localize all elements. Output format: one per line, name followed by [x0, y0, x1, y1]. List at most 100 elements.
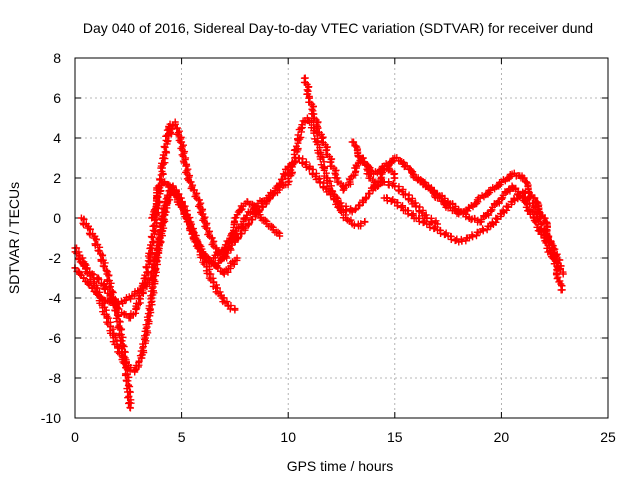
data-point [139, 340, 147, 348]
data-point [559, 270, 567, 278]
data-point [525, 207, 533, 215]
data-point [526, 210, 534, 218]
data-point [144, 268, 152, 276]
data-point [140, 275, 148, 283]
data-point [388, 158, 396, 166]
data-point [149, 238, 157, 246]
data-point [163, 138, 171, 146]
data-point [328, 155, 336, 163]
data-point [98, 252, 106, 260]
data-point [484, 190, 492, 198]
data-point [83, 265, 91, 273]
data-point [259, 203, 267, 211]
data-point [116, 318, 124, 326]
data-point [505, 174, 513, 182]
data-point [520, 174, 528, 182]
data-point [124, 399, 132, 407]
data-point [106, 283, 114, 291]
data-point [499, 207, 507, 215]
x-tick-labels: 0 5 10 15 20 25 [71, 429, 616, 445]
data-point [170, 189, 178, 197]
y-tick-label: 8 [53, 50, 61, 66]
data-point [90, 271, 98, 279]
data-point [122, 311, 130, 319]
data-point [122, 377, 130, 385]
data-point [494, 198, 502, 206]
data-point [365, 190, 373, 198]
data-point [84, 280, 92, 288]
series-sat-track-8 [231, 154, 441, 246]
data-point [171, 118, 179, 126]
data-point [361, 158, 369, 166]
data-point [274, 228, 282, 236]
data-point [291, 146, 299, 154]
data-point [268, 222, 276, 230]
data-point [489, 219, 497, 227]
data-point [337, 208, 345, 216]
data-point [483, 226, 491, 234]
data-point [306, 118, 314, 126]
data-point [505, 186, 513, 194]
series-sat-track-12 [412, 174, 567, 278]
data-point [126, 404, 134, 412]
data-point [95, 275, 103, 283]
data-point [350, 138, 358, 146]
data-point [159, 213, 167, 221]
data-point [233, 254, 241, 262]
y-tick-label: 2 [53, 170, 61, 186]
data-point [362, 193, 370, 201]
data-point [100, 262, 108, 270]
data-point [115, 305, 123, 313]
data-point [485, 211, 493, 219]
data-point [238, 230, 246, 238]
data-point [160, 224, 168, 232]
data-point [556, 277, 564, 285]
data-point [377, 166, 385, 174]
y-tick-label: -2 [49, 250, 62, 266]
x-tick-label: 0 [71, 429, 79, 445]
data-point [177, 144, 185, 152]
x-axis-label: GPS time / hours [287, 458, 394, 474]
data-point [117, 337, 125, 345]
data-point [169, 122, 177, 130]
data-point [165, 181, 173, 189]
data-point [391, 174, 399, 182]
data-point [483, 210, 491, 218]
data-point [220, 294, 228, 302]
data-point [135, 359, 143, 367]
data-point [313, 121, 321, 129]
y-tick-label: 0 [53, 210, 61, 226]
data-point [276, 232, 284, 240]
data-point [92, 236, 100, 244]
data-point [357, 220, 365, 228]
data-point [145, 302, 153, 310]
data-point [245, 219, 253, 227]
data-point [275, 179, 283, 187]
data-point [270, 190, 278, 198]
data-point [142, 321, 150, 329]
data-point [104, 314, 112, 322]
plot-frame [74, 57, 609, 419]
data-point [266, 193, 274, 201]
data-point [510, 196, 518, 204]
data-point [472, 232, 480, 240]
x-tick-label: 10 [280, 429, 296, 445]
data-point [156, 175, 164, 183]
data-point [93, 290, 101, 298]
data-point [537, 230, 545, 238]
data-point [152, 222, 160, 230]
y-tick-label: -10 [41, 410, 61, 426]
data-point [151, 228, 159, 236]
data-point [222, 252, 230, 260]
data-point [403, 162, 411, 170]
data-point [316, 155, 324, 163]
x-tick-label: 20 [494, 429, 510, 445]
data-point [143, 313, 151, 321]
data-point [248, 216, 256, 224]
data-point [223, 249, 231, 257]
data-point [131, 366, 139, 374]
data-point [555, 256, 563, 264]
data-point [189, 227, 197, 235]
data-point [395, 187, 403, 195]
